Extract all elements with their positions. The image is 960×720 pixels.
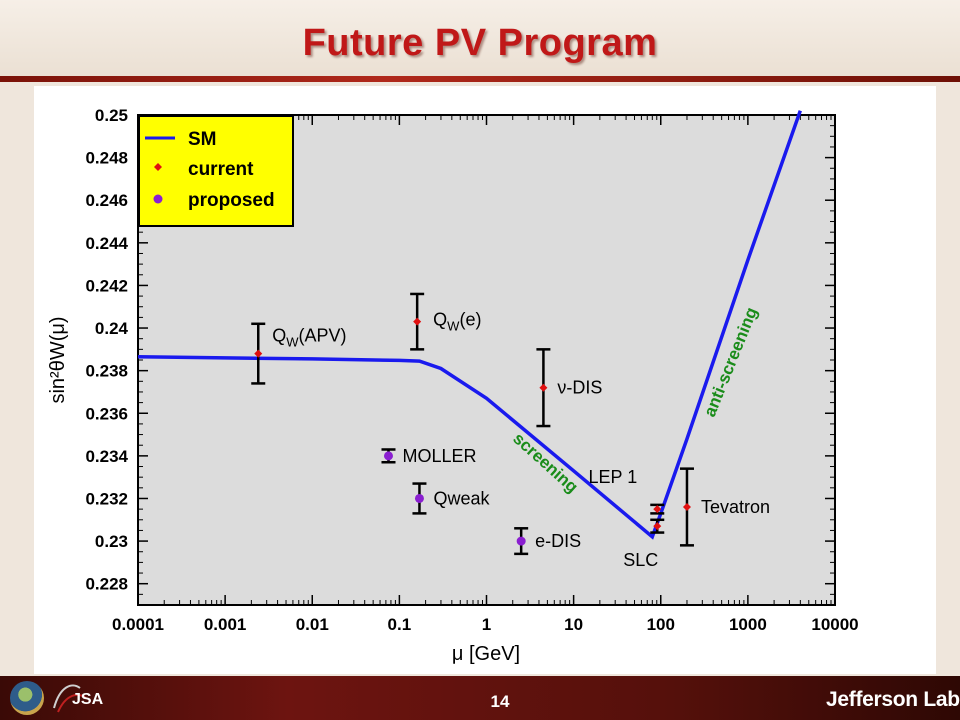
legend-proposed-marker <box>153 194 163 204</box>
data-point-proposed <box>412 482 427 515</box>
legend: SM current proposed <box>138 115 294 227</box>
data-point-current <box>650 518 665 534</box>
legend-proposed-label: proposed <box>188 190 275 211</box>
point-label: LEP 1 <box>589 467 638 487</box>
data-point-current <box>679 467 694 547</box>
y-tick-label: 0.242 <box>85 276 128 295</box>
slide-title: Future PV Program <box>302 22 658 64</box>
x-tick-label: 0.01 <box>296 615 329 634</box>
proposed-marker <box>383 451 393 461</box>
data-point-current <box>536 348 551 428</box>
svg-text:JSA: JSA <box>72 691 104 708</box>
x-tick-label: 10 <box>564 615 583 634</box>
x-tick-label: 100 <box>647 615 675 634</box>
y-tick-label: 0.232 <box>85 489 128 508</box>
point-label: MOLLER <box>402 446 476 466</box>
x-tick-label: 0.0001 <box>112 615 164 634</box>
legend-sm-label: SM <box>188 129 217 150</box>
sm-curve-line <box>137 110 802 540</box>
data-point-proposed <box>381 448 396 464</box>
data-point-current <box>650 503 665 515</box>
y-tick-label: 0.238 <box>85 362 128 381</box>
current-marker <box>413 317 422 326</box>
point-label: ν-DIS <box>557 378 602 398</box>
y-tick-label: 0.25 <box>95 106 128 125</box>
current-marker <box>254 349 263 358</box>
x-tick-label: 0.1 <box>388 615 412 634</box>
y-tick-label: 0.234 <box>85 447 128 466</box>
data-point-current <box>410 292 425 351</box>
legend-current-marker <box>154 163 162 171</box>
x-tick-label: 1000 <box>729 615 767 634</box>
title-band <box>0 0 960 80</box>
point-label: e-DIS <box>535 531 581 551</box>
jefferson-lab-brand: Jefferson Lab <box>826 688 960 711</box>
y-tick-label: 0.244 <box>85 234 128 253</box>
y-axis-label: sin²θW(μ) <box>47 316 69 403</box>
proposed-marker <box>414 493 424 503</box>
x-tick-label: 0.001 <box>204 615 247 634</box>
point-label: Qweak <box>433 488 490 508</box>
y-tick-label: 0.228 <box>85 575 128 594</box>
point-label: QW(e) <box>433 310 481 334</box>
x-axis-label: μ [GeV] <box>452 643 520 665</box>
axis-ticks: 0.0001 0.001 0.01 0.1 1 10 100 1000 10000 0.228 0.… <box>85 106 858 634</box>
y-tick-label: 0.246 <box>85 191 128 210</box>
current-marker <box>539 383 548 392</box>
y-tick-label: 0.236 <box>85 404 128 423</box>
x-tick-label: 10000 <box>811 615 858 634</box>
current-marker <box>682 503 691 511</box>
data-points <box>251 292 694 556</box>
data-point-proposed <box>514 527 529 556</box>
y-tick-label: 0.248 <box>85 149 128 168</box>
y-tick-label: 0.24 <box>95 319 129 338</box>
doe-seal-icon <box>10 681 44 715</box>
title-rule <box>0 76 960 82</box>
current-marker <box>653 505 662 514</box>
current-marker <box>653 522 662 531</box>
point-label: Tevatron <box>701 497 770 517</box>
legend-box <box>138 115 294 227</box>
data-point-current <box>251 322 266 385</box>
y-tick-label: 0.23 <box>95 532 128 551</box>
point-label: SLC <box>623 550 658 570</box>
footer-bar <box>0 676 960 720</box>
proposed-marker <box>516 536 526 546</box>
legend-current-label: current <box>188 159 254 180</box>
jsa-logo-icon: JSA <box>53 684 104 713</box>
point-labels: QW(APV) QW(e) ν-DIS LEP 1 SLC Tevatron MOLLER Q… <box>272 310 770 571</box>
point-label: QW(APV) <box>272 326 346 350</box>
x-tick-label: 1 <box>482 615 491 634</box>
page-number: 14 <box>490 692 510 711</box>
